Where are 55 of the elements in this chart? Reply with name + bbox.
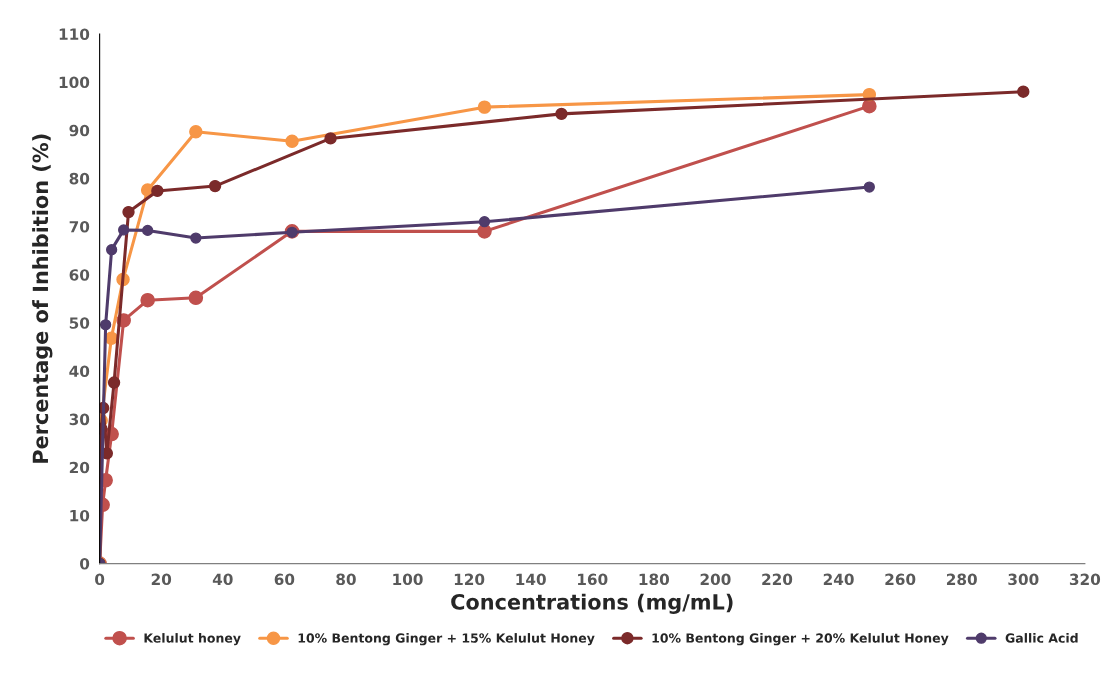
x-tick-label: 60 [274, 573, 295, 586]
point [862, 98, 877, 114]
x-tick-label: 0 [95, 573, 105, 586]
legend-label: 10% Bentong Ginger + 20% Kelulut Honey [652, 633, 949, 646]
x-tick-label: 40 [212, 573, 233, 586]
y-axis-title: Percentage of Inhibition (%) [32, 134, 53, 463]
x-tick-label: 240 [823, 573, 854, 586]
x-tick-label: 80 [336, 573, 356, 586]
point [188, 290, 204, 306]
y-tick-label: 50 [69, 317, 90, 329]
y-tick-label: 40 [69, 365, 90, 377]
x-tick-label: 220 [762, 573, 793, 586]
y-tick-label: 0 [80, 558, 90, 570]
point [189, 124, 203, 139]
x-tick-label: 320 [1069, 573, 1101, 586]
x-tick-label: 180 [639, 573, 670, 586]
x-tick-label: 140 [516, 573, 546, 586]
y-tick-label: 70 [69, 221, 90, 233]
point [118, 224, 130, 236]
point [106, 244, 118, 256]
point [142, 224, 154, 237]
y-tick-label: 30 [69, 413, 90, 426]
x-tick-label: 20 [151, 573, 172, 586]
y-tick-label: 100 [59, 76, 90, 89]
y-tick-label: 60 [69, 269, 90, 281]
point [863, 181, 875, 193]
point [285, 134, 299, 149]
point [107, 376, 121, 389]
y-tick-label: 80 [69, 172, 90, 185]
y-tick-label: 10 [70, 509, 90, 522]
x-axis-title: Concentrations (mg/mL) [451, 593, 733, 614]
point [1017, 85, 1030, 98]
x-tick-label: 200 [700, 573, 731, 586]
x-tick-label: 260 [885, 573, 916, 586]
y-tick-label: 90 [69, 124, 90, 137]
point [140, 292, 155, 308]
point [208, 179, 222, 193]
y-tick-label: 110 [59, 28, 90, 40]
x-tick-label: 120 [454, 573, 485, 586]
point [477, 100, 492, 114]
x-tick-label: 160 [578, 573, 608, 586]
point [478, 216, 491, 228]
legend-label: 10% Bentong Ginger + 15% Kelulut Honey [298, 633, 595, 646]
y-tick-label: 20 [69, 461, 90, 474]
x-tick-label: 300 [1008, 573, 1039, 586]
legend-label: Kelulut honey [144, 633, 241, 646]
x-tick-label: 280 [946, 573, 977, 586]
point [324, 132, 337, 145]
point [100, 319, 112, 331]
point [190, 232, 202, 244]
point [151, 184, 164, 198]
x-tick-label: 100 [393, 573, 423, 586]
point [555, 107, 568, 121]
point [122, 205, 135, 219]
legend-label: Gallic Acid [1005, 633, 1078, 643]
